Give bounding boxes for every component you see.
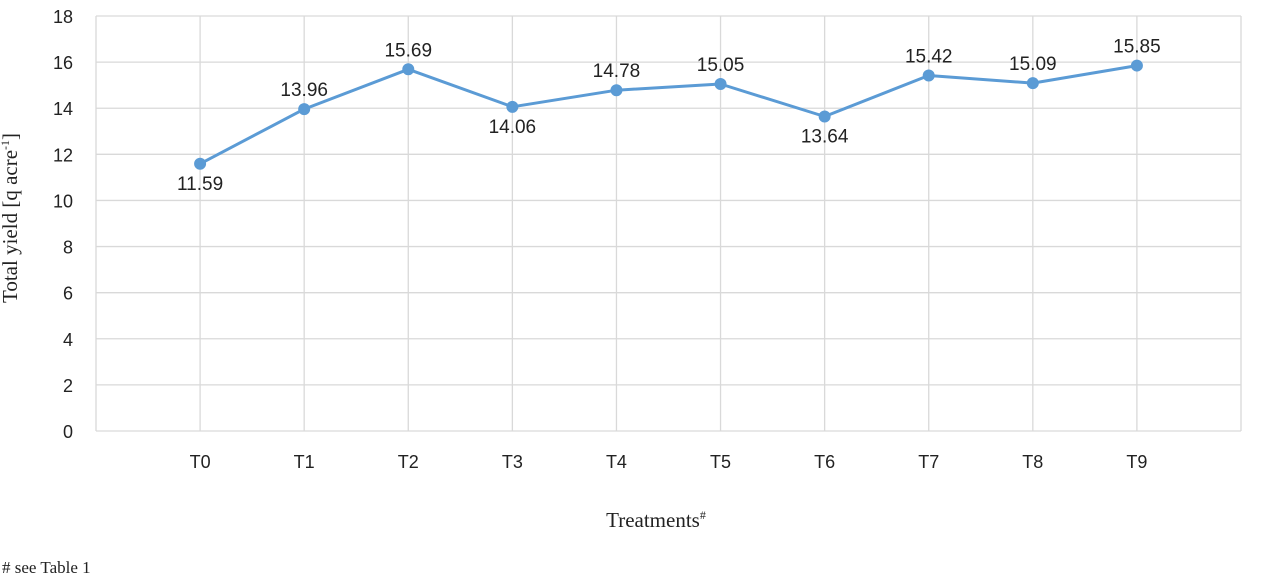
data-point bbox=[402, 63, 415, 76]
data-point bbox=[818, 110, 831, 123]
data-point bbox=[610, 84, 623, 97]
x-tick-label: T7 bbox=[918, 452, 939, 472]
y-tick-label: 6 bbox=[63, 284, 73, 304]
x-tick-label: T2 bbox=[398, 452, 419, 472]
x-tick-label: T4 bbox=[606, 452, 627, 472]
y-axis-ticks: 0 2 4 6 8 10 12 14 16 18 bbox=[53, 7, 73, 442]
y-tick-label: 0 bbox=[63, 422, 73, 442]
data-label: 15.42 bbox=[905, 46, 953, 67]
x-axis-title: Treatments# bbox=[606, 508, 706, 532]
data-point bbox=[506, 100, 519, 113]
data-label: 13.64 bbox=[801, 127, 849, 148]
data-point bbox=[1026, 77, 1039, 90]
y-tick-label: 2 bbox=[63, 376, 73, 396]
x-tick-label: T6 bbox=[814, 452, 835, 472]
y-tick-label: 10 bbox=[53, 191, 73, 211]
x-tick-label: T8 bbox=[1022, 452, 1043, 472]
data-label: 13.96 bbox=[280, 80, 328, 101]
x-tick-label: T5 bbox=[710, 452, 731, 472]
footnote: # see Table 1 bbox=[2, 558, 91, 577]
x-axis-ticks: T0 T1 T2 T3 T4 T5 T6 T7 T8 T9 bbox=[190, 452, 1148, 472]
data-point bbox=[714, 78, 727, 91]
y-tick-label: 4 bbox=[63, 330, 73, 350]
y-tick-label: 18 bbox=[53, 7, 73, 27]
y-axis-title: Total yield [q acre-1] bbox=[0, 133, 22, 303]
data-point bbox=[298, 103, 311, 116]
data-label: 14.06 bbox=[489, 117, 537, 138]
series-line bbox=[199, 64, 1138, 166]
data-label: 15.69 bbox=[384, 40, 432, 61]
x-tick-label: T9 bbox=[1126, 452, 1147, 472]
grid bbox=[95, 15, 1242, 432]
x-tick-label: T0 bbox=[190, 452, 211, 472]
data-label: 15.09 bbox=[1009, 54, 1057, 75]
data-labels: 11.59 13.96 15.69 14.06 14.78 15.05 13.64 15.42… bbox=[177, 37, 1161, 195]
data-point bbox=[1130, 59, 1143, 72]
data-label: 15.05 bbox=[697, 55, 745, 76]
data-label: 11.59 bbox=[177, 174, 223, 195]
data-label: 14.78 bbox=[593, 61, 641, 82]
data-label: 15.85 bbox=[1113, 37, 1161, 58]
data-point bbox=[922, 69, 935, 82]
series-markers bbox=[194, 59, 1143, 170]
y-tick-label: 8 bbox=[63, 238, 73, 258]
x-tick-label: T1 bbox=[294, 452, 315, 472]
y-tick-label: 14 bbox=[53, 99, 73, 119]
y-tick-label: 12 bbox=[53, 145, 73, 165]
x-tick-label: T3 bbox=[502, 452, 523, 472]
data-point bbox=[194, 157, 207, 170]
y-tick-label: 16 bbox=[53, 53, 73, 73]
